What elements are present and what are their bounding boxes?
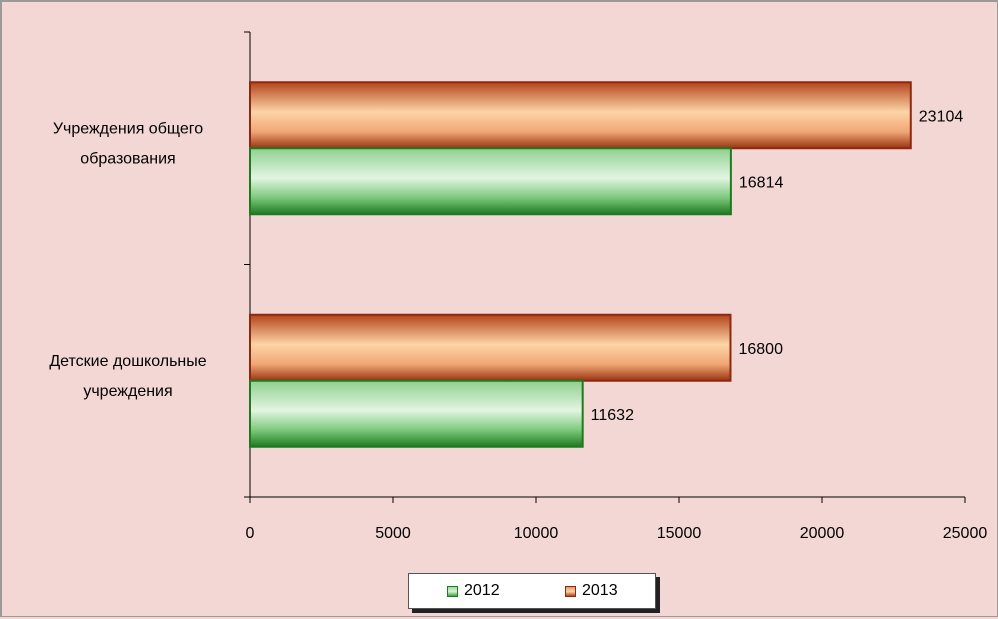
category-label: образования bbox=[80, 150, 175, 167]
bar-2013 bbox=[249, 313, 732, 382]
category-label: учреждения bbox=[83, 383, 172, 400]
legend: 2012 2013 bbox=[408, 573, 656, 609]
x-tick-label: 15000 bbox=[657, 525, 702, 542]
data-label: 16814 bbox=[739, 174, 784, 191]
x-tick-label: 25000 bbox=[943, 525, 988, 542]
legend-swatch-2013 bbox=[565, 585, 576, 597]
legend-item-2012: 2012 bbox=[447, 582, 500, 600]
data-label: 11632 bbox=[591, 407, 634, 424]
bar-2012 bbox=[249, 147, 732, 216]
x-tick-label: 20000 bbox=[800, 525, 845, 542]
x-tick-label: 10000 bbox=[514, 525, 559, 542]
legend-label-2012: 2012 bbox=[464, 582, 500, 599]
data-label: 23104 bbox=[919, 108, 964, 125]
legend-label-2013: 2013 bbox=[582, 582, 618, 599]
bar-2013 bbox=[249, 81, 912, 150]
x-tick-label: 5000 bbox=[375, 525, 411, 542]
legend-item-2013: 2013 bbox=[565, 582, 618, 600]
data-label: 16800 bbox=[738, 341, 783, 358]
category-label: Детские дошкольные bbox=[49, 353, 206, 370]
category-label: Учреждения общего bbox=[53, 120, 203, 137]
legend-swatch-2012 bbox=[447, 585, 458, 597]
x-tick-label: 0 bbox=[246, 525, 255, 542]
bar-2012 bbox=[249, 379, 584, 448]
